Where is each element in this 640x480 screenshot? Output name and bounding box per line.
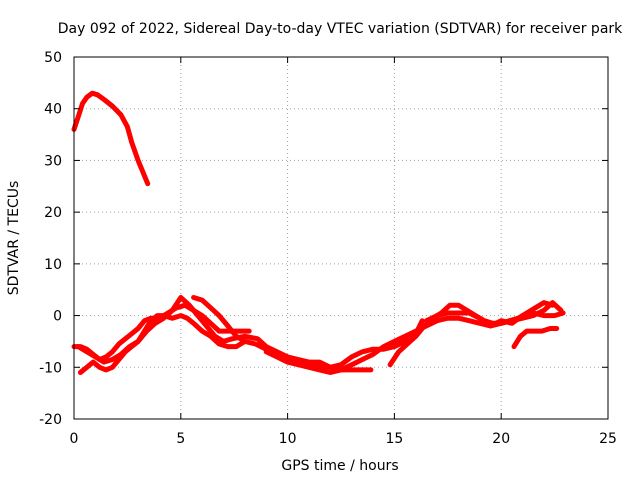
series-line-arc-g <box>423 310 566 329</box>
x-tick-label: 25 <box>599 431 617 447</box>
y-tick-label: -10 <box>39 360 62 376</box>
y-tick-label: 50 <box>44 50 62 66</box>
ticks: 0 5 10 15 20 25 -20 -10 0 10 20 30 40 50 <box>39 50 617 447</box>
chart-title: Day 092 of 2022, Sidereal Day-to-day VTE… <box>58 21 623 37</box>
y-tick-label: 30 <box>44 153 62 169</box>
y-tick-label: 10 <box>44 257 62 273</box>
x-tick-label: 10 <box>279 431 297 447</box>
y-tick-label: 0 <box>53 309 62 325</box>
series-line-arc-h <box>511 326 560 350</box>
y-tick-label: 40 <box>44 102 62 118</box>
series-group <box>71 90 566 375</box>
x-tick-label: 15 <box>385 431 403 447</box>
x-axis-title: GPS time / hours <box>281 458 398 474</box>
series-line-high-arc <box>71 90 151 187</box>
series-line-arc-d <box>191 295 425 370</box>
plot-frame <box>73 56 609 420</box>
grid <box>74 57 608 419</box>
y-tick-label: -20 <box>39 412 62 428</box>
x-tick-label: 0 <box>70 431 79 447</box>
series-line-arc-c <box>77 313 248 375</box>
y-axis-title: SDTVAR / TECUs <box>6 181 22 296</box>
x-tick-label: 5 <box>176 431 185 447</box>
y-tick-label: 20 <box>44 205 62 221</box>
x-tick-label: 20 <box>492 431 510 447</box>
